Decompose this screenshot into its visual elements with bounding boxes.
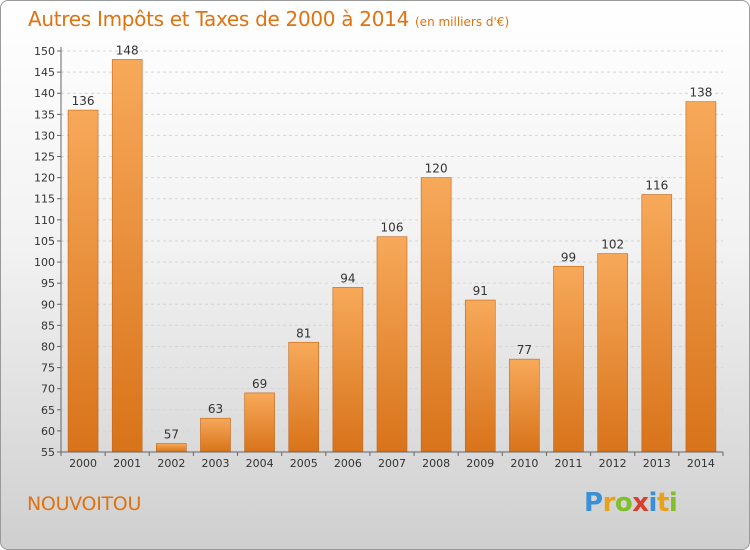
y-tick-label: 145: [34, 66, 55, 79]
y-tick-label: 100: [34, 256, 55, 269]
x-tick-label: 2008: [422, 457, 450, 470]
data-label: 57: [164, 428, 179, 442]
logo-letter: P: [584, 488, 603, 518]
y-tick-label: 60: [41, 425, 55, 438]
logo-letter: r: [602, 488, 616, 518]
x-tick-label: 2004: [246, 457, 274, 470]
bar-2012: [597, 253, 628, 453]
y-tick-label: 130: [34, 129, 55, 142]
data-label: 81: [296, 326, 311, 340]
y-tick-label: 125: [34, 151, 55, 164]
y-tick-label: 110: [34, 214, 55, 227]
bar-2013: [641, 194, 673, 453]
x-axis: 2000 2001 2002 2003 2004 2005 2006 2007 2008 2009…: [60, 451, 724, 470]
logo-letter: x: [632, 488, 649, 518]
y-tick-label: 115: [34, 193, 55, 206]
town-name: NOUVOITOU: [27, 493, 142, 515]
x-tick-label: 2003: [201, 457, 229, 470]
bars: 136 148 57 63 69 81 94 106 120 91 77 99 102 116 138: [67, 43, 717, 453]
x-tick-label: 2002: [157, 457, 185, 470]
logo-letter: o: [614, 488, 633, 518]
data-label: 120: [425, 162, 448, 176]
y-tick-label: 150: [34, 45, 55, 58]
bar-2009: [464, 299, 496, 453]
x-tick-label: 2011: [555, 457, 583, 470]
bar-2010: [509, 358, 540, 453]
y-tick-label: 75: [41, 362, 55, 375]
x-tick-label: 2000: [69, 457, 97, 470]
bar-2011: [553, 265, 584, 453]
bar-2000: [67, 109, 99, 453]
x-tick-label: 2010: [510, 457, 538, 470]
chart-title: Autres Impôts et Taxes de 2000 à 2014 (en…: [28, 7, 510, 31]
y-tick-label: 80: [41, 340, 55, 353]
data-label: 94: [340, 271, 355, 285]
y-tick-label: 95: [41, 277, 55, 290]
x-tick-label: 2006: [334, 457, 362, 470]
y-tick-label: 105: [34, 235, 55, 248]
bar-2007: [376, 236, 408, 453]
data-label: 63: [208, 402, 223, 416]
x-tick-label: 2013: [643, 457, 671, 470]
bar-2004: [244, 392, 275, 453]
bar-2003: [200, 417, 231, 453]
data-label: 77: [517, 343, 532, 357]
y-axis: 55 60 65 70 75 80 85 90 95 100 105 110 115 120 125 130 1…: [34, 45, 62, 459]
data-label: 91: [473, 284, 488, 298]
logo-letter: i: [648, 488, 658, 518]
x-tick-label: 2014: [687, 457, 715, 470]
bar-2014: [685, 101, 717, 453]
data-label: 136: [72, 94, 95, 108]
y-tick-label: 135: [34, 108, 55, 121]
data-label: 69: [252, 377, 267, 391]
bar-2005: [288, 341, 320, 453]
x-tick-label: 2005: [290, 457, 318, 470]
logo-letter: t: [656, 488, 669, 518]
y-tick-label: 70: [41, 383, 55, 396]
y-tick-label: 90: [41, 298, 55, 311]
data-label: 99: [561, 250, 576, 264]
y-tick-label: 85: [41, 319, 55, 332]
bar-2001: [111, 59, 143, 453]
data-label: 116: [645, 179, 668, 193]
data-label: 138: [689, 86, 712, 100]
chart-subtitle: (en milliers d'€): [415, 15, 510, 29]
bar-2006: [332, 287, 364, 453]
data-label: 102: [601, 238, 624, 252]
data-label: 106: [381, 221, 404, 235]
logo-letter: i: [668, 488, 678, 518]
proxiti-logo: Proxiti: [584, 488, 678, 518]
data-label: 148: [116, 43, 139, 57]
x-tick-label: 2009: [466, 457, 494, 470]
x-tick-label: 2012: [599, 457, 627, 470]
y-tick-label: 120: [34, 172, 55, 185]
x-tick-label: 2007: [378, 457, 406, 470]
y-tick-label: 65: [41, 404, 55, 417]
y-tick-label: 140: [34, 87, 55, 100]
y-tick-label: 55: [41, 446, 55, 459]
bar-2008: [420, 177, 452, 453]
bar-2002: [156, 443, 187, 453]
x-tick-label: 2001: [113, 457, 141, 470]
